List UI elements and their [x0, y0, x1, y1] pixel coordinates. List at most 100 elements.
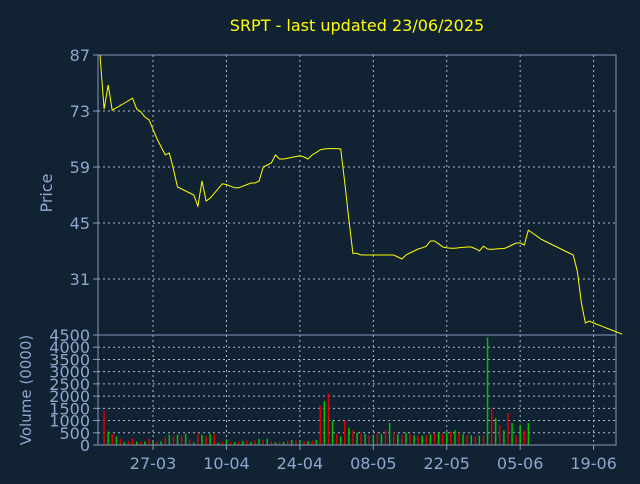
volume-bar: [225, 439, 228, 445]
volume-bar: [356, 432, 358, 445]
volume-bar: [499, 425, 501, 445]
volume-bar: [413, 435, 415, 445]
volume-bar: [168, 434, 171, 445]
price-panel: 87 73 59 45 31: [70, 46, 623, 336]
volume-axis-label: Volume (0000): [17, 335, 35, 445]
volume-bar: [295, 440, 297, 445]
price-axis-label: Price: [37, 173, 56, 212]
volume-tick-label: 1000: [49, 412, 90, 431]
volume-bar: [184, 433, 187, 445]
x-tick-label: 05-06: [497, 454, 544, 473]
volume-bar: [123, 442, 126, 445]
volume-bar: [254, 440, 256, 445]
volume-tick-label: 3000: [49, 363, 90, 382]
volume-bar: [376, 432, 379, 445]
volume-bar: [303, 441, 305, 445]
volume-tick-label: 0: [80, 436, 90, 455]
volume-bar: [360, 432, 362, 445]
volume-bar: [482, 435, 485, 445]
volume-bar: [401, 435, 403, 445]
x-tick-label: 27-03: [130, 454, 177, 473]
volume-bar: [311, 440, 313, 445]
volume-bar: [217, 442, 220, 445]
volume-bar: [242, 441, 244, 445]
volume-bar: [446, 432, 448, 445]
volume-bar: [266, 438, 268, 445]
volume-bar: [140, 442, 142, 445]
volume-tick-label: 3500: [49, 350, 90, 369]
volume-bar: [156, 442, 158, 445]
volume-bar: [474, 436, 477, 445]
volume-bar: [201, 434, 203, 445]
price-tick-label: 59: [70, 158, 90, 177]
price-tick-label: 87: [70, 46, 90, 65]
price-tick-label: 73: [70, 102, 90, 121]
volume-bar: [107, 431, 109, 445]
volume-bar: [323, 401, 326, 445]
volume-bar: [454, 430, 456, 445]
volume-bar: [462, 434, 464, 445]
volume-bar: [172, 435, 175, 445]
volume-bar: [111, 434, 113, 445]
x-tick-label: 10-04: [203, 454, 250, 473]
volume-bar: [364, 434, 366, 445]
x-tick-label: 19-06: [570, 454, 617, 473]
volume-bar: [523, 430, 525, 445]
volume-plot-frame: [97, 334, 617, 446]
volume-bar: [335, 434, 338, 445]
volume-bar: [466, 434, 468, 445]
volume-bar: [352, 430, 354, 445]
volume-bar: [503, 430, 505, 445]
x-tick-label: 08-05: [350, 454, 397, 473]
volume-bar: [478, 435, 481, 445]
volume-bar: [421, 435, 423, 445]
volume-bar: [470, 435, 472, 445]
volume-bar: [384, 430, 387, 445]
volume-bar: [152, 441, 154, 445]
volume-bar: [368, 435, 370, 445]
volume-bar: [429, 434, 432, 445]
x-tick-label: 24-04: [277, 454, 324, 473]
volume-bar: [339, 436, 342, 445]
volume-bar: [433, 433, 436, 445]
volume-bar: [307, 441, 309, 445]
volume-bar: [511, 423, 513, 445]
volume-bar: [250, 442, 252, 445]
volume-bar: [262, 439, 264, 445]
volume-bar: [176, 434, 179, 445]
volume-bar: [494, 418, 497, 445]
volume-bar: [209, 433, 211, 445]
volume-bar: [527, 423, 530, 445]
volume-bar: [409, 434, 411, 445]
volume-tick-label: 2000: [49, 387, 90, 406]
volume-tick-label: 2500: [49, 375, 90, 394]
volume-bar: [103, 410, 105, 445]
volume-bar: [258, 438, 260, 445]
volume-bar: [189, 439, 191, 445]
price-plot-frame: [97, 54, 617, 336]
volume-bar: [160, 441, 162, 445]
x-axis: 27-03 10-04 24-04 08-05 22-05 05-06 19-06: [130, 445, 617, 473]
price-series-line: [99, 54, 623, 335]
volume-bar: [486, 337, 489, 445]
volume-tick-label: 500: [59, 424, 90, 443]
volume-bar: [437, 432, 440, 445]
volume-bar: [405, 432, 407, 445]
volume-bar: [180, 435, 183, 445]
volume-bar: [507, 413, 509, 445]
price-tick-label: 31: [70, 270, 90, 289]
volume-bar: [291, 439, 293, 445]
volume-bar: [136, 441, 138, 445]
volume-bar: [213, 434, 215, 445]
volume-bar: [270, 441, 273, 445]
volume-bar: [278, 442, 281, 445]
x-tick-label: 22-05: [423, 454, 470, 473]
volume-bar: [229, 442, 232, 445]
volume-bar: [388, 423, 391, 445]
volume-bar: [450, 431, 452, 445]
volume-bar: [131, 438, 134, 445]
volume-bar: [282, 441, 285, 445]
volume-bar: [425, 435, 428, 445]
